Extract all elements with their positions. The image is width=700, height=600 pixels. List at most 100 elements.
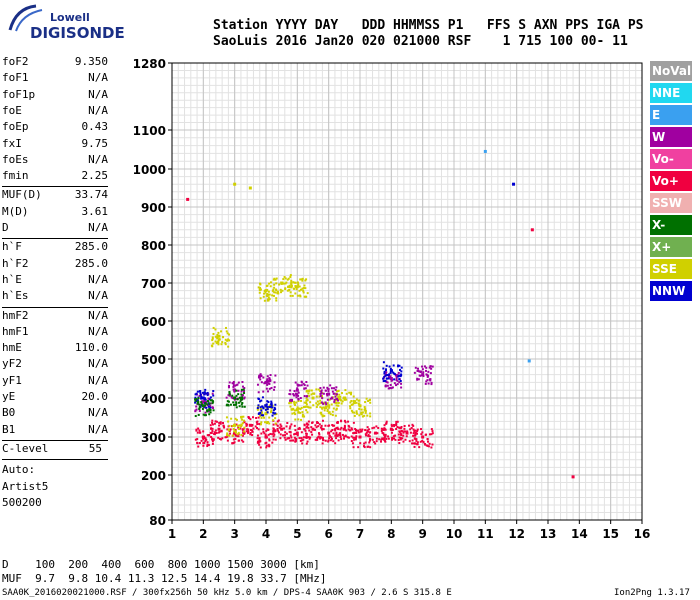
- echo-point: [227, 345, 230, 348]
- echo-point: [347, 420, 350, 423]
- echo-point: [256, 440, 259, 443]
- echo-point: [321, 427, 324, 430]
- echo-point: [311, 421, 314, 424]
- echo-point: [267, 401, 270, 404]
- echo-point: [216, 334, 219, 337]
- echo-point: [343, 435, 346, 438]
- echo-point: [271, 289, 274, 292]
- echo-point: [398, 442, 401, 445]
- echo-point: [323, 401, 326, 404]
- echo-point: [229, 428, 232, 431]
- echo-point: [194, 415, 197, 418]
- echo-point: [237, 431, 240, 434]
- echo-point: [350, 409, 353, 412]
- echo-point: [237, 426, 240, 429]
- echo-point: [395, 420, 398, 423]
- echo-point: [306, 292, 309, 295]
- echo-point: [194, 396, 197, 399]
- echo-point: [259, 288, 262, 291]
- echo-point: [405, 435, 408, 438]
- echo-point: [349, 405, 352, 408]
- echo-point: [274, 278, 277, 281]
- echo-point: [400, 386, 403, 389]
- echo-point: [268, 445, 271, 448]
- echo-point: [369, 439, 372, 442]
- echo-point: [293, 411, 296, 414]
- param-name: fxI: [2, 136, 22, 150]
- echo-point: [366, 414, 369, 417]
- echo-point: [269, 405, 272, 408]
- legend-nne: NNE: [650, 83, 692, 103]
- echo-point: [227, 384, 230, 387]
- echo-point: [351, 403, 354, 406]
- echo-point: [206, 391, 209, 394]
- echo-point: [320, 424, 323, 427]
- echo-point: [350, 440, 353, 443]
- echo-point: [337, 398, 340, 401]
- echo-point: [277, 419, 280, 422]
- param-hf2: h`F2 285.0: [2, 257, 108, 273]
- echo-point: [199, 393, 202, 396]
- echo-point: [323, 414, 326, 417]
- echo-point: [203, 391, 206, 394]
- echo-point: [198, 390, 201, 393]
- echo-point: [340, 402, 343, 405]
- echo-point: [269, 404, 272, 407]
- echo-point: [275, 413, 278, 416]
- echo-point: [385, 377, 388, 380]
- echo-point: [258, 291, 261, 294]
- echo-point: [243, 390, 246, 393]
- param-value: N/A: [88, 71, 108, 85]
- echo-point: [286, 437, 289, 440]
- echo-point: [359, 428, 362, 431]
- echo-point: [213, 422, 216, 425]
- echo-point: [246, 431, 249, 434]
- echo-point: [381, 437, 384, 440]
- echo-point: [260, 421, 263, 424]
- echo-point: [198, 409, 201, 412]
- echo-point: [200, 439, 203, 442]
- echo-point: [203, 435, 206, 438]
- echo-point: [395, 428, 398, 431]
- echo-point: [351, 442, 354, 445]
- echo-point: [315, 405, 318, 408]
- echo-point: [264, 433, 267, 436]
- echo-point: [291, 294, 294, 297]
- echo-point: [229, 403, 232, 406]
- panel-divider: [2, 238, 108, 240]
- echo-point: [232, 438, 235, 441]
- echo-point: [360, 408, 363, 411]
- echo-point: [388, 373, 391, 376]
- echo-point: [237, 401, 240, 404]
- echo-point: [221, 437, 224, 440]
- echo-point: [266, 375, 269, 378]
- echo-point: [266, 411, 269, 414]
- echo-point: [259, 406, 262, 409]
- echo-point: [368, 438, 371, 441]
- echo-point: [373, 426, 376, 429]
- echo-point: [293, 281, 296, 284]
- echo-point: [233, 432, 236, 435]
- echo-point: [319, 395, 322, 398]
- echo-point: [303, 424, 306, 427]
- param-foe: foE N/A: [2, 104, 108, 120]
- echo-point: [224, 341, 227, 344]
- echo-point: [382, 433, 385, 436]
- echo-point: [273, 386, 276, 389]
- echo-point: [217, 334, 221, 338]
- echo-point: [307, 390, 310, 393]
- echo-point: [318, 395, 321, 398]
- echo-point: [256, 434, 259, 437]
- echo-point: [212, 342, 215, 345]
- echo-point: [200, 397, 203, 400]
- echo-point: [283, 436, 286, 439]
- echo-point: [262, 428, 265, 431]
- echo-point: [294, 432, 297, 435]
- echo-point: [426, 375, 429, 378]
- echo-point: [255, 417, 258, 420]
- echo-point: [272, 409, 275, 412]
- echo-point: [242, 388, 245, 391]
- legend-x-: X-: [650, 215, 692, 235]
- echo-point: [256, 420, 259, 423]
- echo-point: [393, 425, 396, 428]
